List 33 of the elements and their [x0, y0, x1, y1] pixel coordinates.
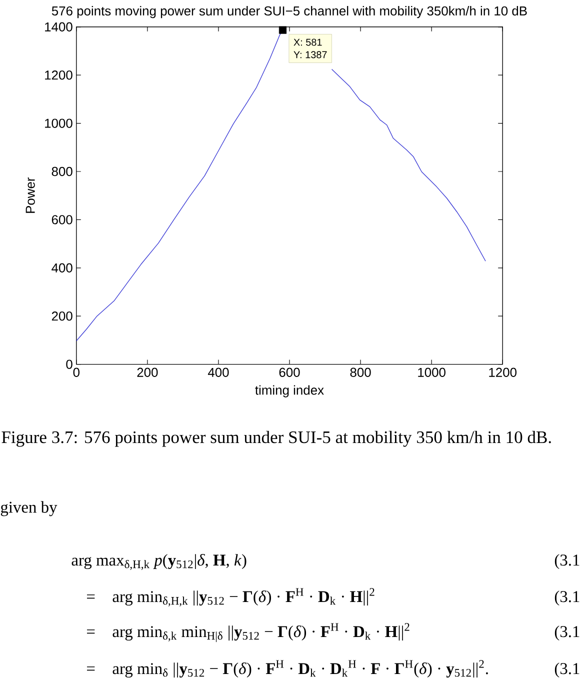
x-tick-label: 1200 — [489, 368, 516, 377]
caption: Figure 3.7: 576 points power sum under SUI-5 at mobility 350 km/h in 10 dB. — [2, 430, 551, 447]
y-tick-label: 600 — [52, 215, 72, 224]
annotation: X: 581 — [294, 38, 322, 46]
y-tick-label: 400 — [52, 263, 72, 272]
y-tick-label: 1400 — [45, 22, 72, 32]
text: = — [87, 629, 95, 634]
text: arg min$_{δ}$ ||y$_{512}$ − Γ(δ) · F$^{H}$ · D$_{k}$ · D$_{k}$$^{H}$ · F · Γ$^{H}$(δ) · y$_{512}$||$^{2}$. — [112, 660, 488, 678]
x-tick-label: 800 — [350, 368, 371, 377]
x-tick-label: 200 — [137, 368, 158, 377]
y-tick-label: 0 — [66, 360, 72, 369]
x-tick-label: 1000 — [418, 368, 446, 377]
x-tick-label: 600 — [279, 368, 300, 377]
text: arg min$_{δ,H,k}$ ||y$_{512}$ − Γ(δ) · F$^{H}$ · D$_{k}$ · H||$^{2}$ — [112, 588, 374, 606]
x-tick-label: 0 — [73, 368, 80, 377]
text: (3.1 — [554, 590, 580, 606]
y-tick-label: 200 — [52, 312, 72, 321]
y-tick-label: 800 — [52, 166, 72, 176]
text: arg max$_{δ,H,k}$ p(y$_{512}$|δ, H,k) — [72, 554, 246, 570]
text: = — [87, 666, 95, 671]
x-axis-title: timing index — [255, 385, 324, 398]
chart-title: 576 points moving power sum under SUI−5 channel with mobility 350km/h in 10 dB — [52, 6, 527, 18]
text: arg min$_{δ,k}$ min$_{H|δ}$ ||y$_{512}$ − Γ(δ) · F$^{H}$ · D$_{k}$ · H||$^{2}$ — [112, 623, 410, 642]
text: given by — [0, 501, 58, 516]
y-tick-label: 1200 — [45, 70, 72, 80]
text: (3.1 — [554, 662, 580, 678]
annotation: Y: 1387 — [294, 51, 327, 58]
y-tick-label: 1000 — [45, 118, 72, 128]
text: = — [87, 594, 95, 599]
x-tick-label: 400 — [208, 368, 229, 377]
text: (3.1 — [554, 626, 580, 640]
text: (3.1 — [554, 554, 580, 569]
y-axis-title: Power — [26, 177, 35, 213]
